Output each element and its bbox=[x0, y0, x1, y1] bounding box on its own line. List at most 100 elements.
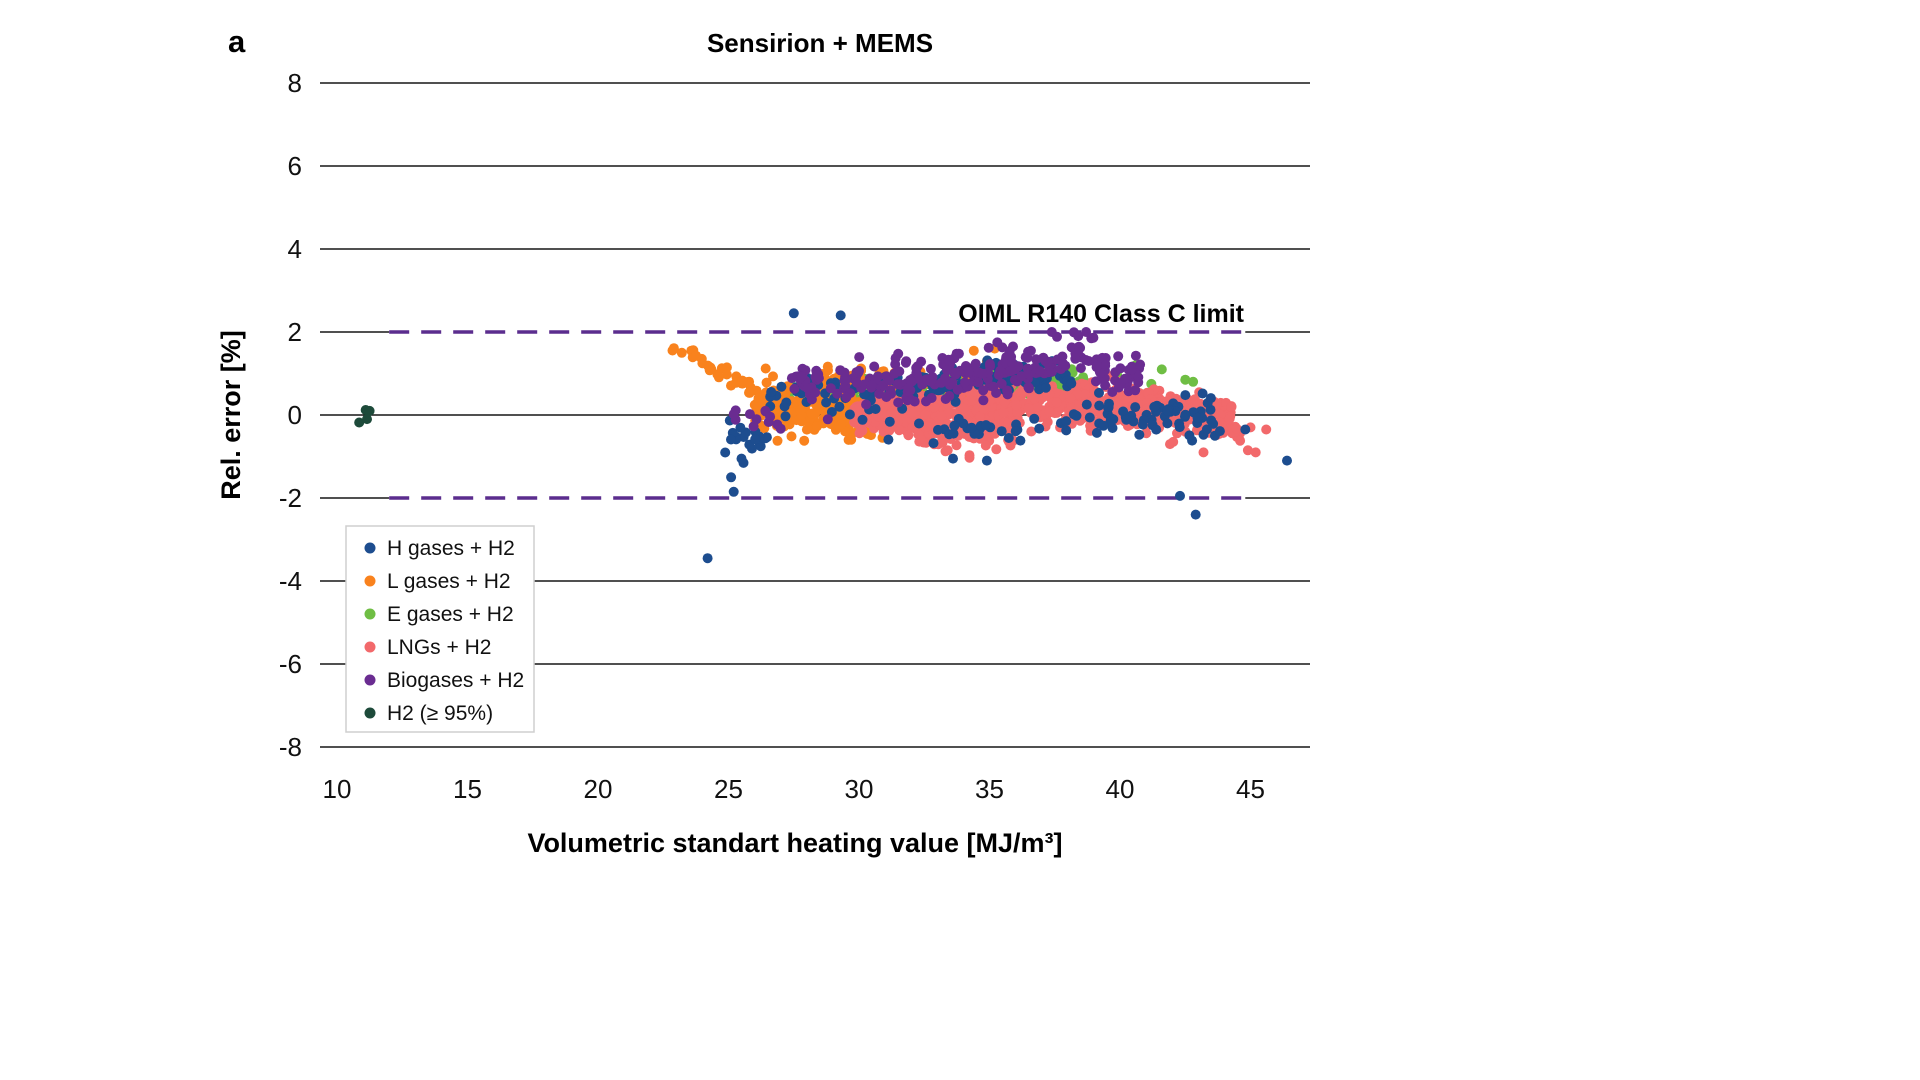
data-point bbox=[905, 375, 916, 385]
data-point bbox=[1224, 413, 1235, 424]
data-point bbox=[852, 377, 862, 388]
data-point bbox=[1162, 418, 1173, 429]
data-point bbox=[735, 422, 746, 433]
legend-marker bbox=[364, 575, 376, 587]
y-tick-label: 8 bbox=[288, 68, 302, 98]
data-point bbox=[776, 381, 787, 392]
legend-label: L gases + H2 bbox=[387, 570, 511, 593]
data-point bbox=[894, 425, 905, 436]
data-point bbox=[1032, 401, 1043, 412]
data-point bbox=[765, 411, 776, 422]
data-point bbox=[854, 365, 864, 376]
data-point bbox=[721, 362, 732, 373]
data-point bbox=[959, 403, 969, 414]
data-point bbox=[936, 377, 947, 388]
data-point bbox=[925, 376, 936, 387]
data-point bbox=[1282, 455, 1292, 466]
data-point bbox=[889, 368, 900, 379]
data-point bbox=[857, 414, 868, 425]
data-point bbox=[950, 367, 961, 378]
data-point bbox=[1065, 393, 1076, 404]
legend-marker bbox=[364, 641, 376, 653]
data-point bbox=[937, 437, 948, 448]
legend-label: LNGs + H2 bbox=[387, 636, 491, 659]
data-point bbox=[1074, 400, 1085, 410]
data-point bbox=[1003, 349, 1014, 360]
data-point bbox=[1130, 402, 1141, 413]
data-point bbox=[720, 447, 731, 458]
data-point bbox=[920, 409, 931, 420]
data-point bbox=[836, 419, 847, 430]
data-point bbox=[925, 363, 936, 374]
data-point bbox=[943, 354, 954, 365]
y-tick-label: -4 bbox=[279, 566, 302, 596]
data-point bbox=[883, 434, 894, 445]
x-tick-label: 45 bbox=[1236, 774, 1265, 804]
data-point bbox=[884, 425, 895, 436]
x-tick-label: 25 bbox=[714, 774, 743, 804]
data-point bbox=[948, 453, 958, 464]
data-point bbox=[933, 424, 943, 435]
data-point bbox=[728, 409, 739, 420]
data-point bbox=[1242, 445, 1253, 456]
data-point bbox=[1134, 429, 1145, 440]
data-point bbox=[1066, 378, 1077, 389]
data-point bbox=[893, 397, 904, 408]
data-point bbox=[1188, 376, 1199, 387]
data-point bbox=[977, 368, 988, 379]
data-point bbox=[760, 363, 771, 374]
data-point bbox=[978, 395, 989, 406]
data-point bbox=[869, 361, 880, 372]
data-point bbox=[1058, 358, 1069, 369]
data-point bbox=[1011, 400, 1022, 411]
data-point bbox=[810, 387, 821, 398]
data-point bbox=[1084, 412, 1095, 423]
data-point bbox=[1175, 490, 1185, 501]
data-point bbox=[789, 383, 800, 394]
plot-area: -8 -6 -4 -2 0 2 4 6 8 10 15 20 25 30 35 40 45 H gases + H… bbox=[279, 68, 1310, 804]
data-point bbox=[978, 385, 989, 396]
data-point bbox=[1086, 333, 1097, 344]
x-tick-label: 40 bbox=[1106, 774, 1135, 804]
data-point bbox=[1197, 388, 1208, 399]
data-point bbox=[1034, 366, 1045, 377]
legend-marker bbox=[364, 542, 376, 554]
data-point bbox=[772, 435, 783, 446]
data-point bbox=[1180, 409, 1191, 420]
data-point bbox=[1113, 351, 1124, 362]
data-point bbox=[736, 453, 747, 464]
data-point bbox=[907, 408, 918, 419]
data-point bbox=[1090, 376, 1101, 387]
data-point bbox=[1007, 365, 1017, 376]
data-point bbox=[926, 393, 937, 403]
y-tick-label: -6 bbox=[279, 649, 302, 679]
data-point bbox=[1057, 351, 1068, 362]
data-point bbox=[966, 422, 977, 433]
data-point bbox=[1003, 433, 1014, 443]
data-point bbox=[1094, 387, 1104, 398]
y-tick-label: 6 bbox=[288, 151, 302, 181]
data-point bbox=[1071, 410, 1082, 421]
x-tick-label: 20 bbox=[584, 774, 613, 804]
data-point bbox=[799, 435, 810, 446]
data-point bbox=[929, 402, 940, 412]
data-point bbox=[878, 401, 889, 412]
data-point bbox=[981, 420, 991, 431]
data-point bbox=[1103, 402, 1114, 412]
data-point bbox=[761, 377, 772, 388]
data-point bbox=[768, 371, 778, 382]
data-point bbox=[1198, 447, 1209, 458]
data-point bbox=[903, 430, 914, 441]
data-point bbox=[981, 455, 992, 466]
data-point bbox=[843, 434, 854, 445]
y-axis-label: Rel. error [%] bbox=[216, 330, 246, 500]
data-point bbox=[942, 365, 952, 376]
data-point bbox=[667, 345, 678, 356]
data-point bbox=[1130, 385, 1141, 396]
data-point bbox=[1261, 424, 1272, 435]
legend-label: E gases + H2 bbox=[387, 603, 514, 626]
data-point bbox=[861, 399, 872, 410]
data-point bbox=[1180, 374, 1191, 385]
data-point bbox=[728, 486, 739, 497]
data-point bbox=[812, 421, 822, 432]
